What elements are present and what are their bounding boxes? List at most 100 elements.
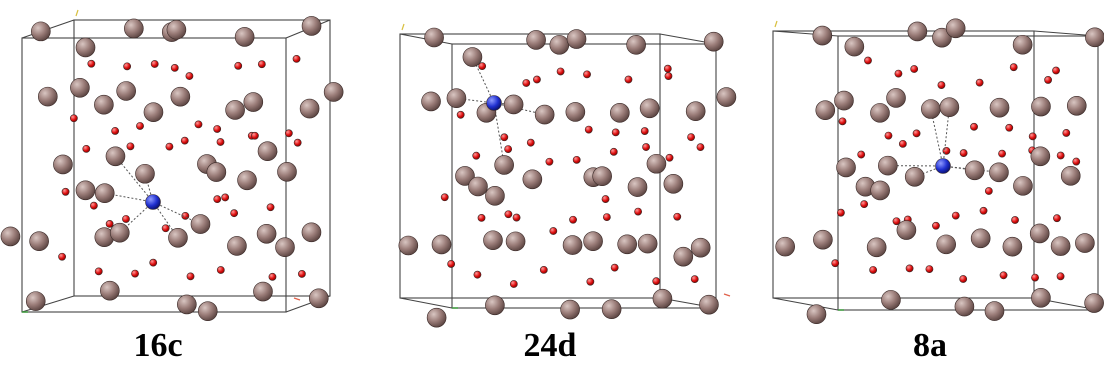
small-atom [970,122,978,131]
small-atom [634,207,642,216]
large-atom [177,294,197,315]
large-atom [1002,236,1023,257]
small-atom [539,265,548,274]
large-atom [94,183,115,204]
small-atom [652,277,661,286]
large-atom [1060,166,1081,186]
large-atom [31,21,51,42]
small-atom [584,125,593,134]
large-atom [225,100,245,120]
large-atom [398,235,419,256]
large-atom [945,18,966,39]
large-atom [1066,95,1087,116]
large-atom [964,160,985,181]
large-atom [1030,146,1051,167]
small-atom [549,227,558,235]
small-atom [293,138,302,147]
small-atom [440,193,449,202]
small-atom [583,70,591,79]
large-atom [639,98,660,119]
large-atom [227,236,247,256]
small-atom [284,129,293,138]
small-atom [586,277,595,286]
large-atom [494,155,514,175]
large-atom [562,235,583,255]
small-atom [831,259,840,268]
dopant-atom [486,95,502,111]
large-atom [426,307,447,328]
large-atom [646,153,667,174]
small-atom [860,200,869,209]
large-atom [75,37,96,58]
small-atom [149,258,158,267]
axis-c-marker [75,9,79,17]
large-atom [886,88,906,108]
large-atom [256,223,277,244]
large-atom [954,296,975,317]
large-atom [468,176,488,197]
small-atom [884,131,893,140]
large-atom [870,180,890,201]
small-atom [257,60,266,69]
small-atom [216,138,225,146]
small-atom [1028,132,1037,141]
small-atom [663,64,672,73]
small-atom [58,252,66,261]
large-atom [526,30,546,50]
small-atom [126,142,135,151]
small-atom [456,110,465,119]
large-atom [549,35,570,55]
site-label-24d: 24d [523,327,577,364]
large-atom [806,304,827,325]
large-atom [170,86,191,107]
large-atom [0,226,21,247]
dopant-atom [145,194,161,210]
small-atom [447,260,456,268]
large-atom [690,237,711,258]
bond-line [471,56,495,104]
cell-back-face [399,33,661,299]
large-atom [308,288,329,309]
small-atom [894,69,903,78]
axis-a-marker [293,297,301,301]
large-atom [253,281,273,302]
small-atom [478,62,487,71]
small-atom [504,210,513,219]
small-atom [504,145,513,154]
small-atom [937,81,946,89]
large-atom [166,19,187,40]
small-atom [150,60,159,68]
large-atom [566,29,587,49]
small-atom [509,280,518,288]
large-atom [53,154,73,175]
small-atom [912,129,921,138]
large-atom [716,87,737,107]
unit-cell-8a [772,18,1104,325]
large-atom [1075,233,1095,253]
site-label-8a: 8a [913,327,947,364]
dopant-atom [935,158,951,174]
small-atom [602,213,611,222]
large-atom [896,220,917,240]
small-atom [665,153,674,162]
large-atom [424,27,444,48]
large-atom [936,234,956,255]
cell-edge [772,297,839,311]
large-atom [105,146,126,167]
small-atom [642,143,650,151]
large-atom [989,162,1009,183]
small-atom [932,221,940,230]
large-atom [446,88,467,108]
small-atom [610,263,619,272]
large-atom [627,177,648,197]
large-atom [29,231,49,252]
large-atom [421,91,441,112]
large-atom [534,104,555,125]
small-atom [857,150,866,159]
small-atom [975,78,984,87]
small-atom [999,271,1008,280]
large-atom [109,222,130,243]
large-atom [301,222,322,243]
large-atom [617,234,637,255]
